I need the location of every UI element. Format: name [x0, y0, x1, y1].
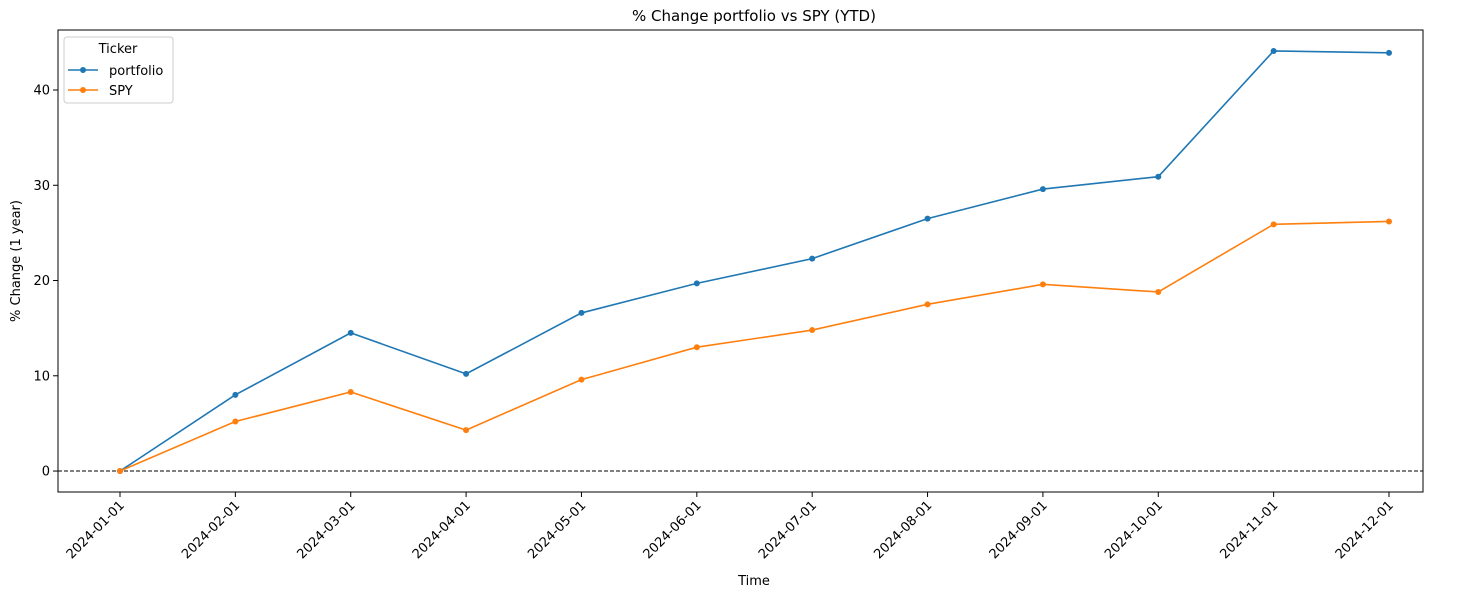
legend-entry-portfolio: portfolio — [68, 64, 163, 79]
legend-entry-spy: SPY — [68, 84, 133, 99]
data-point-portfolio — [232, 391, 239, 398]
data-point-spy — [809, 327, 816, 334]
x-tick-label: 2024-11-01 — [1217, 498, 1281, 562]
x-tick-label: 2024-06-01 — [641, 498, 705, 562]
x-axis: 2024-01-01 2024-02-01 2024-03-01 2024-04-01… — [64, 492, 1397, 562]
plot-area — [57, 29, 1424, 493]
y-tick-label: 0 — [42, 465, 50, 480]
data-point-portfolio — [1155, 173, 1162, 180]
data-point-spy — [578, 376, 585, 383]
series-layer — [117, 47, 1392, 475]
series-line-portfolio — [119, 50, 1390, 472]
x-tick-label: 2024-12-01 — [1333, 498, 1397, 562]
data-point-spy — [117, 468, 123, 475]
data-point-portfolio — [463, 370, 470, 377]
legend-label-portfolio: portfolio — [109, 64, 163, 79]
data-point-portfolio — [1039, 186, 1046, 193]
x-tick-label: 2024-04-01 — [410, 498, 474, 562]
series-line-spy — [119, 220, 1390, 472]
data-point-spy — [693, 344, 700, 351]
legend-label-spy: SPY — [109, 84, 133, 99]
data-point-portfolio — [578, 309, 585, 316]
x-axis-label: Time — [737, 574, 770, 589]
data-point-portfolio — [1386, 49, 1392, 56]
data-point-portfolio — [924, 215, 931, 222]
x-tick-label: 2024-01-01 — [64, 498, 128, 562]
data-point-portfolio — [347, 329, 354, 336]
data-point-spy — [232, 418, 239, 425]
data-point-spy — [924, 301, 931, 308]
data-point-spy — [347, 388, 354, 395]
legend: Ticker portfolio SPY — [63, 36, 174, 104]
legend-marker-portfolio — [80, 67, 86, 73]
x-tick-label: 2024-09-01 — [987, 498, 1051, 562]
legend-title: Ticker — [98, 42, 138, 57]
data-point-portfolio — [809, 255, 816, 262]
y-tick-label: 30 — [33, 179, 50, 194]
y-tick-label: 40 — [33, 84, 50, 99]
legend-box — [63, 36, 174, 104]
x-tick-label: 2024-08-01 — [871, 498, 935, 562]
data-point-spy — [1155, 288, 1162, 295]
y-tick-label: 20 — [33, 274, 50, 289]
data-point-portfolio — [1270, 47, 1277, 54]
y-tick-label: 10 — [33, 369, 50, 384]
data-point-portfolio — [693, 280, 700, 287]
x-tick-label: 2024-05-01 — [525, 498, 589, 562]
chart-title: % Change portfolio vs SPY (YTD) — [632, 7, 876, 25]
data-point-spy — [463, 427, 470, 434]
data-point-spy — [1386, 218, 1392, 225]
x-tick-label: 2024-02-01 — [179, 498, 243, 562]
legend-marker-spy — [80, 87, 86, 93]
x-tick-label: 2024-10-01 — [1102, 498, 1166, 562]
data-point-spy — [1270, 221, 1277, 228]
x-tick-label: 2024-07-01 — [756, 498, 820, 562]
y-axis: 0 10 20 30 40 — [33, 84, 58, 480]
x-tick-label: 2024-03-01 — [295, 498, 359, 562]
y-axis-label: % Change (1 year) — [9, 200, 24, 322]
data-point-spy — [1039, 281, 1046, 288]
